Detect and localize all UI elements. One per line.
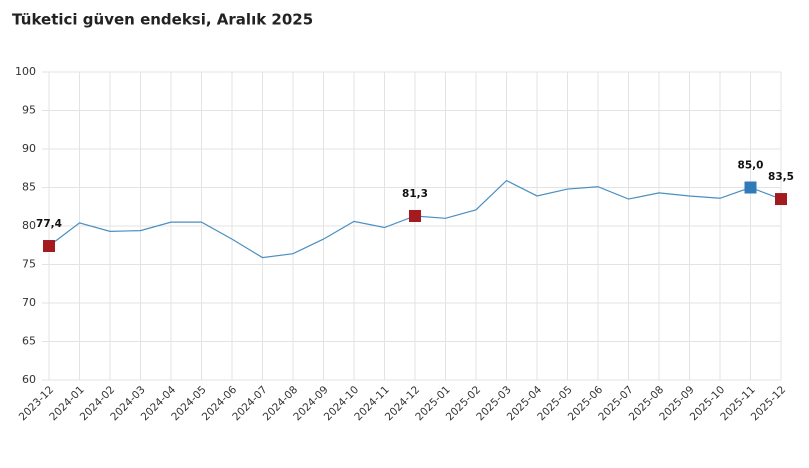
y-tick-label: 100 [15, 65, 36, 78]
point-marker [775, 193, 787, 206]
data-label: 81,3 [402, 188, 428, 200]
data-label: 85,0 [738, 160, 764, 172]
point-marker [43, 240, 55, 253]
data-label: 77,4 [36, 218, 62, 230]
y-tick-label: 70 [22, 296, 36, 309]
y-tick-label: 85 [22, 181, 36, 194]
point-marker [409, 209, 421, 222]
y-tick-label: 90 [22, 142, 36, 155]
y-tick-label: 75 [22, 258, 36, 271]
y-tick-label: 65 [22, 335, 36, 348]
y-tick-label: 60 [22, 373, 36, 386]
y-tick-label: 95 [22, 104, 36, 117]
data-label: 83,5 [768, 171, 794, 183]
y-tick-label: 80 [22, 219, 36, 232]
chart-title: Tüketici güven endeksi, Aralık 2025 [12, 11, 313, 29]
point-marker [744, 181, 757, 194]
